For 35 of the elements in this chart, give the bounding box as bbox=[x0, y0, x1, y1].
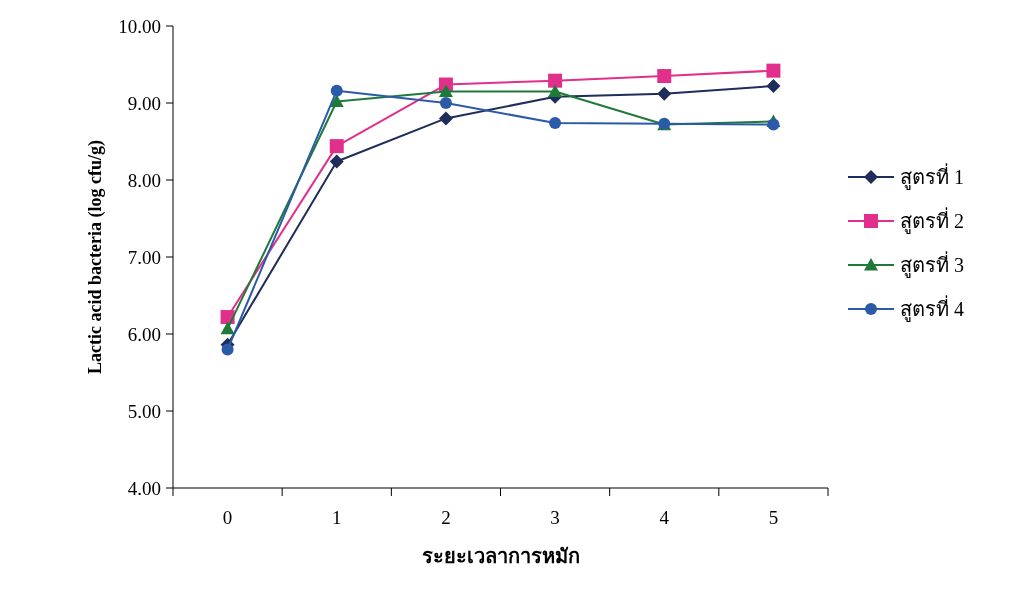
x-tick-label: 0 bbox=[222, 507, 233, 528]
x-tick-label: 3 bbox=[550, 507, 560, 528]
y-tick-label: 7.00 bbox=[127, 246, 161, 268]
y-tick-label: 10.00 bbox=[118, 15, 161, 37]
point bbox=[438, 84, 453, 98]
legend-label: สูตรที่ 2 bbox=[900, 207, 964, 234]
y-tick-label: 6.00 bbox=[127, 323, 161, 345]
point bbox=[549, 117, 562, 130]
x-tick-label: 1 bbox=[332, 507, 342, 528]
point bbox=[766, 79, 781, 94]
point bbox=[329, 154, 344, 169]
point bbox=[657, 86, 672, 101]
y-tick-label: 9.00 bbox=[127, 92, 161, 114]
y-tick-label: 5.00 bbox=[127, 400, 161, 422]
legend-label: สูตรที่ 4 bbox=[900, 295, 964, 322]
point bbox=[330, 84, 343, 97]
point bbox=[329, 139, 344, 154]
legend-label: สูตรที่ 3 bbox=[900, 251, 964, 278]
point bbox=[548, 84, 563, 98]
point bbox=[221, 343, 234, 356]
point bbox=[220, 321, 235, 335]
point bbox=[766, 63, 781, 78]
y-tick-label: 8.00 bbox=[127, 169, 161, 191]
x-tick-label: 2 bbox=[441, 507, 451, 528]
y-tick-label: 4.00 bbox=[127, 477, 161, 499]
x-tick-label: 4 bbox=[659, 507, 670, 528]
point bbox=[767, 118, 780, 131]
point bbox=[657, 69, 672, 84]
point bbox=[548, 73, 563, 88]
x-axis-title: ระยะเวลาการหมัก bbox=[421, 545, 580, 567]
x-tick-label: 5 bbox=[768, 507, 779, 528]
point bbox=[438, 111, 453, 126]
legend-label: สูตรที่ 1 bbox=[900, 163, 964, 190]
point bbox=[439, 97, 452, 109]
y-axis-title: Lactic acid bacteria (log cfu/g) bbox=[85, 140, 106, 374]
